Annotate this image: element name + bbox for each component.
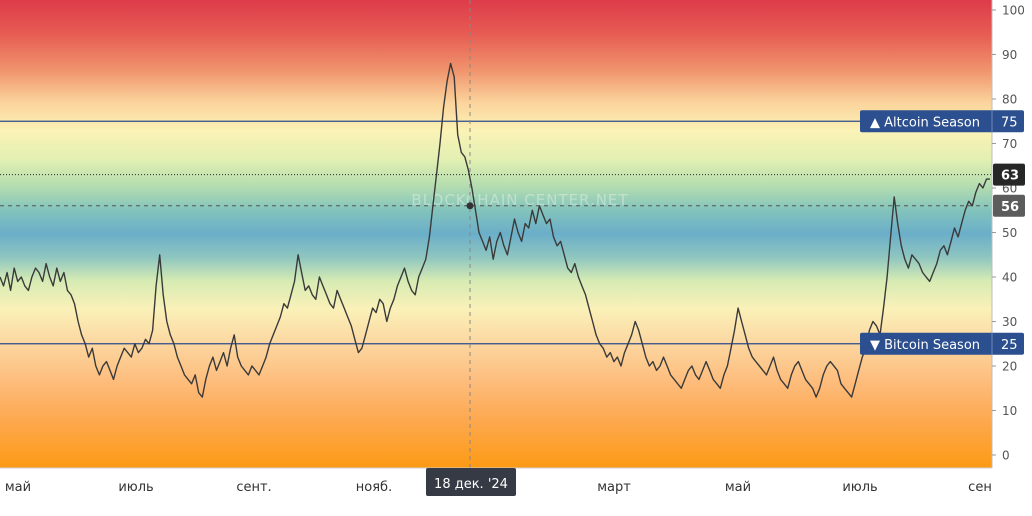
y-tick-label: 30 [1002,315,1017,329]
price-badge-1: 56 [993,194,1025,217]
reference-label-value: 75 [1001,115,1018,130]
price-badge-0: 63 [993,163,1025,186]
reference-label-value: 25 [1001,338,1018,353]
watermark-text: BLOCKCHAIN CENTER.NET [411,191,628,209]
x-tick-label: март [597,480,631,495]
reference-label-text: ▼ Bitcoin Season [870,338,980,353]
x-tick-label: май [5,480,31,495]
price-badge-bg-0 [993,163,1025,186]
y-tick-label: 80 [1002,93,1017,107]
y-tick-label: 0 [1002,449,1010,463]
crosshair-date-text: 18 дек. '24 [434,477,508,492]
reference-label-bg-1 [860,332,1024,355]
y-tick-label: 50 [1002,226,1017,240]
y-tick-label: 70 [1002,137,1017,151]
price-badge-text: 63 [1001,169,1019,184]
x-tick-label: июль [118,480,153,495]
series-line [0,62,990,398]
y-tick-label: 40 [1002,271,1017,285]
y-tick-label: 20 [1002,360,1017,374]
price-badge-text: 56 [1001,200,1019,215]
x-tick-label: сен [968,480,992,495]
x-tick-label: сент. [236,480,271,495]
x-tick-label: нояб. [356,480,392,495]
crosshair-date-label: 18 дек. '24 [426,468,516,496]
plot-background [0,0,992,468]
y-tick-label: 10 [1002,404,1017,418]
reference-label-1: ▼ Bitcoin Season 25 [860,332,1024,355]
crosshair-date-bg [426,468,516,496]
reference-label-bg-0 [860,110,1024,133]
x-tick-label: май [725,480,751,495]
x-tick-label: июль [842,480,877,495]
reference-label-0: ▲ Altcoin Season 75 [860,110,1024,133]
price-badge-bg-1 [993,194,1025,217]
crosshair-point [466,202,474,210]
reference-label-text: ▲ Altcoin Season [870,115,980,130]
y-tick-label: 100 [1002,4,1025,18]
y-tick-label: 90 [1002,48,1017,62]
